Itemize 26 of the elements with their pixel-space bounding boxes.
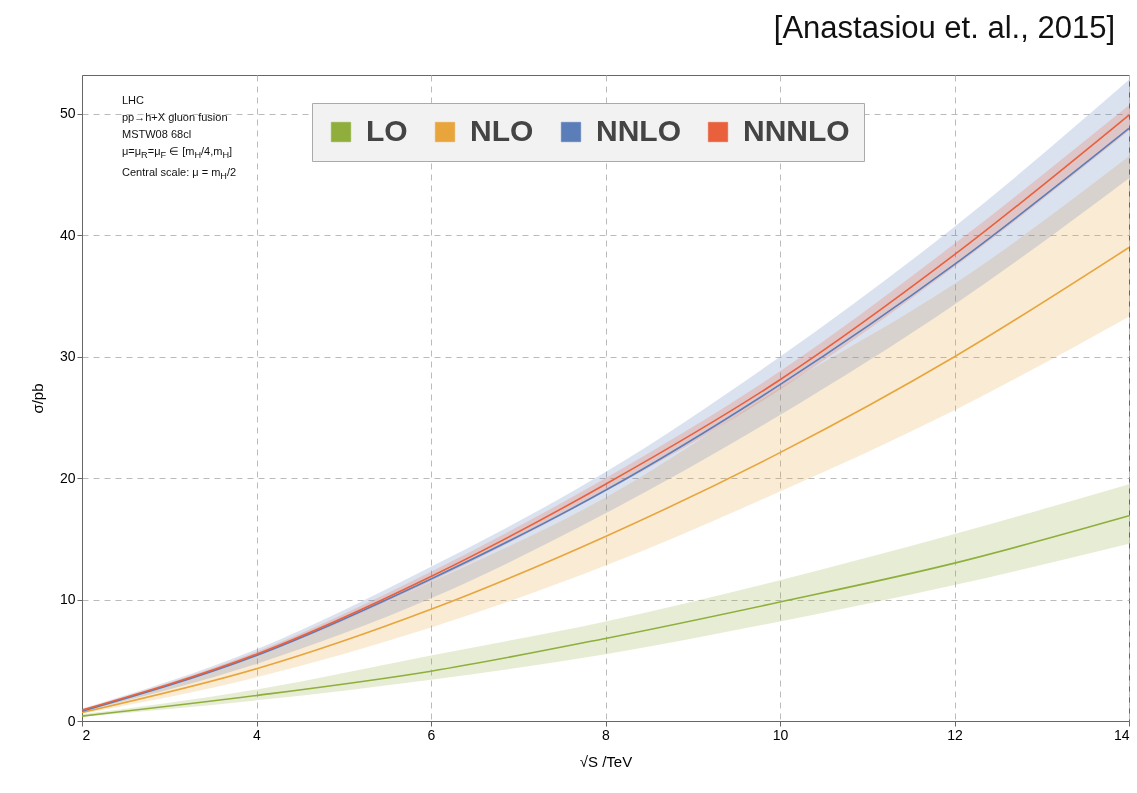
y-axis-title: σ/pb bbox=[28, 383, 46, 414]
text: [Anastasiou et. al., 2015] bbox=[773, 10, 1115, 46]
annotation: pp→h+X gluon fusion bbox=[122, 110, 229, 125]
annotation: Central scale: μ = m$_{H}$/2 bbox=[122, 165, 237, 184]
text: μ=μ$_{R}$=μ$_{F}$ ∈ [m$_{H}$/4,m$_{H}$] bbox=[122, 145, 233, 161]
x-axis-title: √S /TeV bbox=[579, 752, 633, 770]
y-tick-label: 30 bbox=[59, 348, 76, 365]
legend-label: NNNLO bbox=[743, 114, 850, 147]
line-series bbox=[81, 246, 1130, 714]
y-tick-label: 40 bbox=[59, 226, 76, 243]
x-tick-label: 2 bbox=[82, 726, 91, 743]
x-tick-label: 4 bbox=[253, 726, 262, 743]
legend-label: NNLO bbox=[596, 114, 681, 147]
legend-label: LO bbox=[366, 114, 408, 147]
x-tick-label: 10 bbox=[772, 726, 789, 743]
y-tick-label: 20 bbox=[59, 469, 76, 486]
annotation: LHC bbox=[122, 93, 145, 108]
y-tick-label: 50 bbox=[59, 105, 76, 122]
y-tick-label: 10 bbox=[59, 591, 76, 608]
x-tick-label: 6 bbox=[427, 726, 436, 743]
y-tick-label: 0 bbox=[67, 712, 76, 729]
annotation: MSTW08 68cl bbox=[122, 127, 193, 142]
x-tick-label: 8 bbox=[602, 726, 611, 743]
x-tick-label: 14 bbox=[1113, 726, 1130, 743]
x-tick-label: 12 bbox=[947, 726, 963, 743]
legend-label: NLO bbox=[470, 114, 534, 147]
